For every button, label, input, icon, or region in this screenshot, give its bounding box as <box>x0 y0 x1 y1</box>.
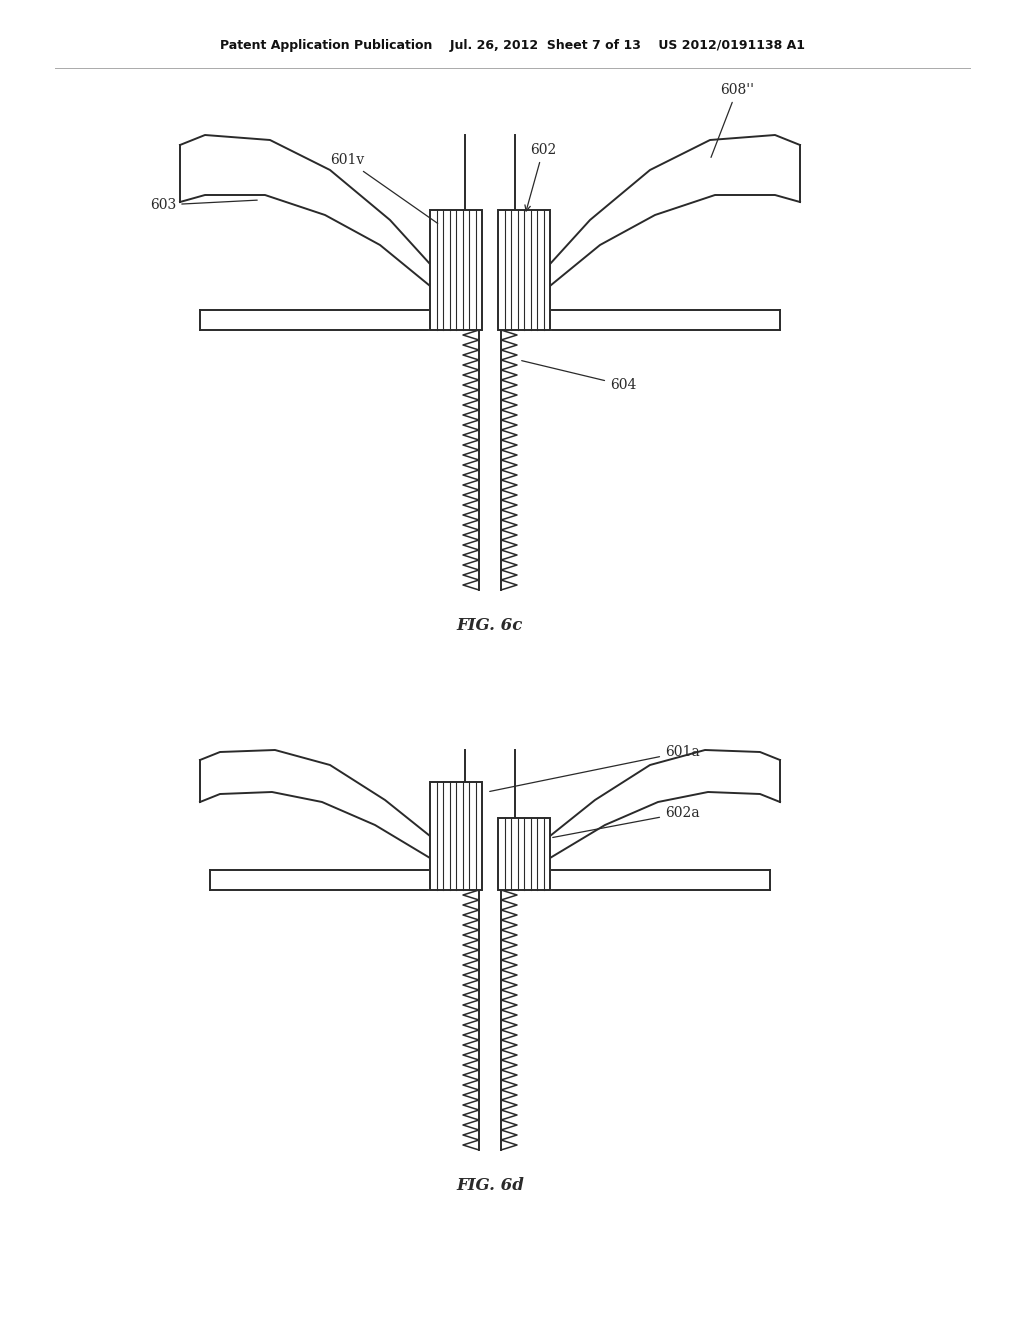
Text: Patent Application Publication    Jul. 26, 2012  Sheet 7 of 13    US 2012/019113: Patent Application Publication Jul. 26, … <box>219 38 805 51</box>
Text: 601v: 601v <box>330 153 437 223</box>
Text: 608'': 608'' <box>711 83 754 157</box>
Text: 603: 603 <box>150 198 257 213</box>
Text: 601a: 601a <box>489 744 699 792</box>
Bar <box>498 210 550 330</box>
Text: FIG. 6c: FIG. 6c <box>457 616 523 634</box>
Bar <box>430 781 482 890</box>
Text: 602: 602 <box>525 143 556 211</box>
Text: 602a: 602a <box>553 807 699 837</box>
Text: 604: 604 <box>521 360 636 392</box>
Bar <box>498 818 550 890</box>
Bar <box>430 210 482 330</box>
Text: FIG. 6d: FIG. 6d <box>456 1176 524 1193</box>
